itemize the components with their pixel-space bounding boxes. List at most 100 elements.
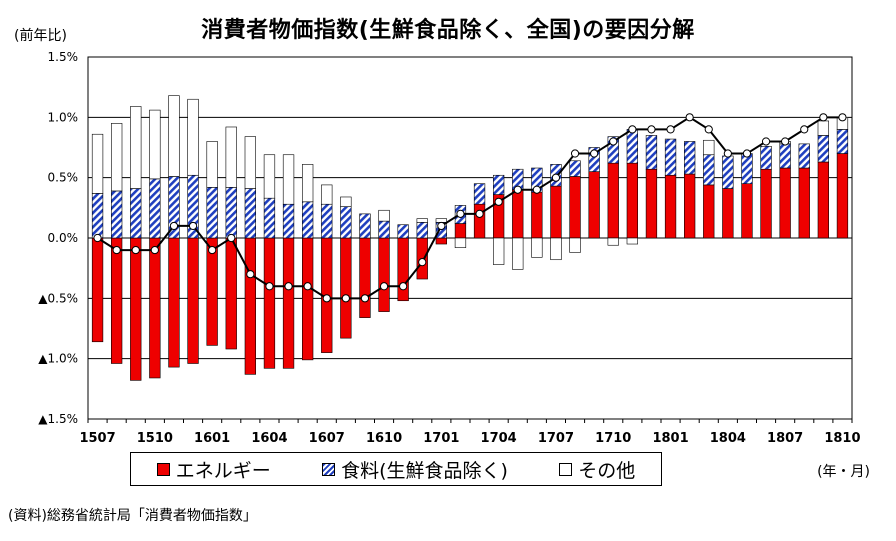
line-marker	[399, 282, 408, 291]
x-tick-label: 1710	[595, 431, 631, 446]
line-marker	[227, 233, 236, 243]
bar-energy	[397, 237, 409, 302]
bar-other	[340, 196, 352, 207]
bar-food	[282, 203, 295, 239]
bar-energy	[111, 237, 123, 364]
line-marker	[93, 233, 102, 243]
bar-food	[703, 154, 715, 186]
line-marker	[150, 245, 159, 255]
bar-food	[302, 201, 314, 239]
bar-food	[263, 197, 276, 239]
bar-energy	[626, 162, 638, 239]
bar-other	[130, 106, 142, 189]
bar-energy	[550, 185, 562, 239]
bar-other	[149, 109, 161, 180]
bar-other	[168, 95, 180, 177]
x-axis-unit-label: (年・月)	[817, 464, 870, 480]
line-marker	[360, 294, 370, 303]
line-marker	[628, 125, 637, 134]
line-marker	[685, 113, 694, 122]
bar-food	[817, 135, 829, 163]
legend-item-energy: エネルギー	[156, 456, 271, 483]
line-marker	[246, 270, 255, 279]
bar-energy	[569, 176, 581, 239]
bar-other	[817, 120, 829, 136]
line-marker	[532, 185, 541, 194]
x-tick-label: 1810	[824, 431, 860, 446]
bar-energy	[435, 237, 447, 245]
x-tick-label: 1607	[309, 431, 345, 446]
line-marker	[188, 221, 198, 231]
bar-food	[91, 193, 104, 239]
legend: エネルギー 食料(生鮮食品除く) その他	[130, 452, 662, 486]
bar-other	[493, 237, 505, 265]
bar-energy	[664, 174, 677, 239]
bar-energy	[340, 237, 352, 339]
line-marker	[456, 209, 465, 218]
line-marker	[265, 282, 274, 291]
bar-food	[111, 190, 123, 239]
bar-other	[454, 237, 467, 248]
bar-food	[244, 188, 256, 239]
line-marker	[781, 137, 790, 146]
y-tick-label: 0.5%	[48, 171, 79, 185]
bar-food	[321, 203, 333, 239]
y-axis-unit-label: (前年比)	[14, 28, 67, 44]
y-tick-label: 0.0%	[48, 231, 79, 245]
bar-food	[664, 138, 677, 176]
bar-food	[760, 145, 772, 170]
bar-energy	[149, 237, 161, 379]
bar-other	[569, 237, 581, 253]
bar-other	[206, 141, 218, 188]
line-marker	[437, 221, 446, 231]
x-tick-label: 1804	[710, 431, 746, 446]
bar-energy	[302, 237, 314, 361]
line-marker	[838, 113, 847, 122]
x-tick-label: 1707	[538, 431, 574, 446]
bar-energy	[512, 189, 524, 239]
line-marker	[112, 245, 121, 255]
legend-swatch-energy	[156, 462, 170, 476]
bar-other	[91, 133, 104, 194]
legend-item-food: 食料(生鮮食品除く)	[322, 456, 508, 483]
x-tick-label: 1510	[137, 431, 173, 446]
bar-energy	[607, 162, 619, 239]
bar-other	[703, 139, 715, 156]
bar-food	[473, 183, 486, 205]
bar-energy	[473, 203, 486, 239]
line-marker	[723, 149, 732, 158]
bar-food	[206, 187, 218, 239]
bar-energy	[91, 237, 104, 343]
bar-food	[340, 206, 352, 239]
line-marker	[800, 125, 809, 134]
bar-group	[91, 95, 849, 381]
line-marker	[284, 282, 293, 291]
legend-label-other: その他	[578, 459, 636, 482]
bar-energy	[798, 167, 810, 239]
bar-food	[493, 174, 505, 195]
bar-other	[111, 123, 123, 192]
bar-energy	[588, 171, 600, 239]
source-note: (資料)総務省統計局「消費者物価指数」	[8, 508, 257, 524]
axes-group: 1.5% 1.0% 0.5% 0.0% ▲0.5% ▲1.0% ▲1.5%1507 1510 1…	[38, 50, 860, 446]
line-marker	[761, 137, 771, 146]
bar-other	[512, 237, 524, 270]
bar-energy	[168, 237, 180, 368]
bar-energy	[225, 237, 237, 350]
bar-other	[416, 218, 428, 223]
bar-energy	[454, 223, 467, 239]
bar-other	[435, 218, 447, 223]
bar-food	[836, 129, 849, 154]
bar-food	[149, 178, 161, 239]
bar-food	[722, 155, 734, 189]
chart-title: 消費者物価指数(生鮮食品除く、全国)の要因分解	[201, 18, 695, 43]
bar-other	[531, 237, 543, 258]
bar-other	[321, 184, 333, 205]
x-tick-label: 1507	[79, 431, 115, 446]
line-marker	[666, 125, 675, 134]
x-tick-label: 1610	[366, 431, 402, 446]
bar-food	[645, 135, 658, 170]
line-marker	[590, 149, 599, 158]
bar-other	[263, 154, 276, 199]
line-marker	[704, 125, 713, 134]
